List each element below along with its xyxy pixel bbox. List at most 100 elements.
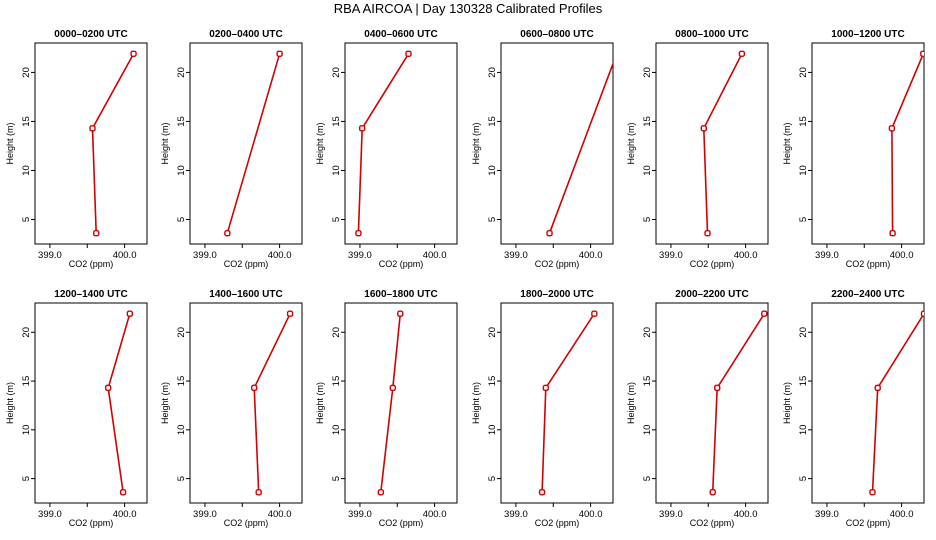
- x-tick-label: 399.0: [38, 250, 62, 261]
- x-axis-label: CO2 (ppm): [224, 259, 269, 269]
- profile-line: [380, 313, 402, 493]
- plot-frame: [500, 42, 614, 245]
- panel-title: 1000–1200 UTC: [831, 29, 904, 40]
- profile-point: [276, 50, 283, 57]
- profile-panel-12: 2200–2400 UTC 399.0 400.0 5 10 15 20 CO2 (ppm) H…: [782, 289, 925, 528]
- plot-frame: [34, 302, 148, 504]
- y-tick-label: 10: [642, 425, 653, 436]
- profile-point: [920, 310, 924, 317]
- panel-title: 1400–1600 UTC: [209, 289, 282, 300]
- panel-title: 2200–2400 UTC: [831, 289, 904, 300]
- profile-point: [546, 230, 553, 237]
- y-tick-label: 5: [642, 476, 653, 481]
- x-tick-label: 400.0: [423, 509, 447, 520]
- profile-point: [130, 50, 137, 57]
- profile-line: [226, 53, 281, 234]
- profile-point: [377, 489, 385, 496]
- x-axis-label: CO2 (ppm): [690, 259, 735, 269]
- x-axis-label: CO2 (ppm): [535, 518, 580, 528]
- profile-point: [405, 50, 412, 57]
- plot-frame: [189, 302, 303, 504]
- y-tick-label: 20: [176, 327, 187, 338]
- profile-point: [358, 125, 366, 132]
- y-tick-label: 20: [642, 67, 653, 78]
- y-axis-label: Height (m): [626, 122, 636, 164]
- x-axis-label: CO2 (ppm): [69, 518, 114, 528]
- plot-frame: [344, 302, 458, 504]
- y-tick-label: 10: [331, 425, 342, 436]
- profile-line: [702, 53, 743, 234]
- profile-line: [548, 61, 613, 234]
- y-tick-label: 20: [487, 67, 498, 78]
- plot-frame: [189, 42, 303, 245]
- x-tick-label: 400.0: [579, 250, 603, 261]
- y-tick-label: 5: [176, 217, 187, 222]
- profile-point: [591, 310, 598, 317]
- panel-title: 0000–0200 UTC: [54, 29, 127, 40]
- figure-title: RBA AIRCOA | Day 130328 Calibrated Profi…: [333, 1, 603, 16]
- profile-point: [119, 489, 127, 496]
- x-tick-label: 400.0: [268, 250, 292, 261]
- profile-point: [700, 125, 707, 132]
- x-tick-label: 399.0: [504, 250, 528, 261]
- y-axis-label: Height (m): [315, 122, 325, 164]
- x-axis-label: CO2 (ppm): [224, 518, 269, 528]
- y-axis-label: Height (m): [471, 122, 481, 164]
- y-tick-label: 15: [642, 376, 653, 387]
- x-axis-label: CO2 (ppm): [846, 259, 891, 269]
- x-axis-label: CO2 (ppm): [535, 259, 580, 269]
- profile-point: [104, 384, 112, 392]
- x-tick-label: 399.0: [504, 509, 528, 520]
- y-tick-label: 5: [798, 217, 809, 222]
- y-tick-label: 5: [798, 476, 809, 481]
- profile-point: [542, 384, 549, 392]
- y-tick-label: 10: [176, 165, 187, 176]
- profile-point: [538, 489, 546, 496]
- profile-line: [891, 53, 924, 234]
- x-tick-label: 399.0: [38, 509, 62, 520]
- y-tick-label: 15: [331, 376, 342, 387]
- y-tick-label: 10: [487, 425, 498, 436]
- x-tick-label: 399.0: [659, 250, 683, 261]
- x-tick-label: 400.0: [890, 250, 914, 261]
- panel-title: 1200–1400 UTC: [54, 289, 127, 300]
- y-tick-label: 10: [487, 165, 498, 176]
- y-tick-label: 20: [487, 327, 498, 338]
- profile-line: [107, 313, 131, 493]
- y-tick-label: 20: [331, 327, 342, 338]
- profile-point: [869, 489, 876, 496]
- y-tick-label: 5: [487, 476, 498, 481]
- profile-point: [888, 125, 896, 132]
- y-axis-label: Height (m): [471, 382, 481, 424]
- y-axis-label: Height (m): [315, 382, 325, 424]
- y-axis-label: Height (m): [5, 122, 15, 164]
- x-axis-label: CO2 (ppm): [379, 259, 424, 269]
- y-tick-label: 20: [798, 327, 809, 338]
- y-tick-label: 15: [21, 116, 32, 127]
- x-tick-label: 400.0: [734, 250, 758, 261]
- x-tick-label: 400.0: [113, 250, 137, 261]
- x-tick-label: 400.0: [423, 250, 447, 261]
- y-tick-label: 15: [21, 376, 32, 387]
- x-tick-label: 399.0: [348, 509, 372, 520]
- profile-panel-6: 1000–1200 UTC 399.0 400.0 5 10 15 20 CO2 (ppm) H…: [782, 29, 925, 269]
- y-tick-label: 5: [487, 217, 498, 222]
- x-tick-label: 399.0: [659, 509, 683, 520]
- profile-line: [541, 313, 595, 493]
- y-tick-label: 10: [21, 425, 32, 436]
- panel-title: 0200–0400 UTC: [209, 29, 282, 40]
- y-tick-label: 15: [176, 376, 187, 387]
- y-tick-label: 5: [21, 476, 32, 481]
- profile-panel-8: 1400–1600 UTC 399.0 400.0 5 10 15 20 CO2 (ppm) H…: [160, 289, 303, 528]
- profile-point: [614, 51, 619, 56]
- y-tick-label: 15: [642, 116, 653, 127]
- y-tick-label: 10: [331, 165, 342, 176]
- profile-point: [389, 384, 396, 392]
- profile-panel-5: 0800–1000 UTC 399.0 400.0 5 10 15 20 CO2 (ppm) H…: [626, 29, 769, 269]
- x-axis-label: CO2 (ppm): [846, 518, 891, 528]
- profile-panel-2: 0200–0400 UTC 399.0 400.0 5 10 15 20 CO2 (ppm) H…: [160, 29, 303, 269]
- x-tick-label: 399.0: [193, 509, 217, 520]
- panel-title: 0400–0600 UTC: [364, 29, 437, 40]
- profile-line: [357, 53, 410, 234]
